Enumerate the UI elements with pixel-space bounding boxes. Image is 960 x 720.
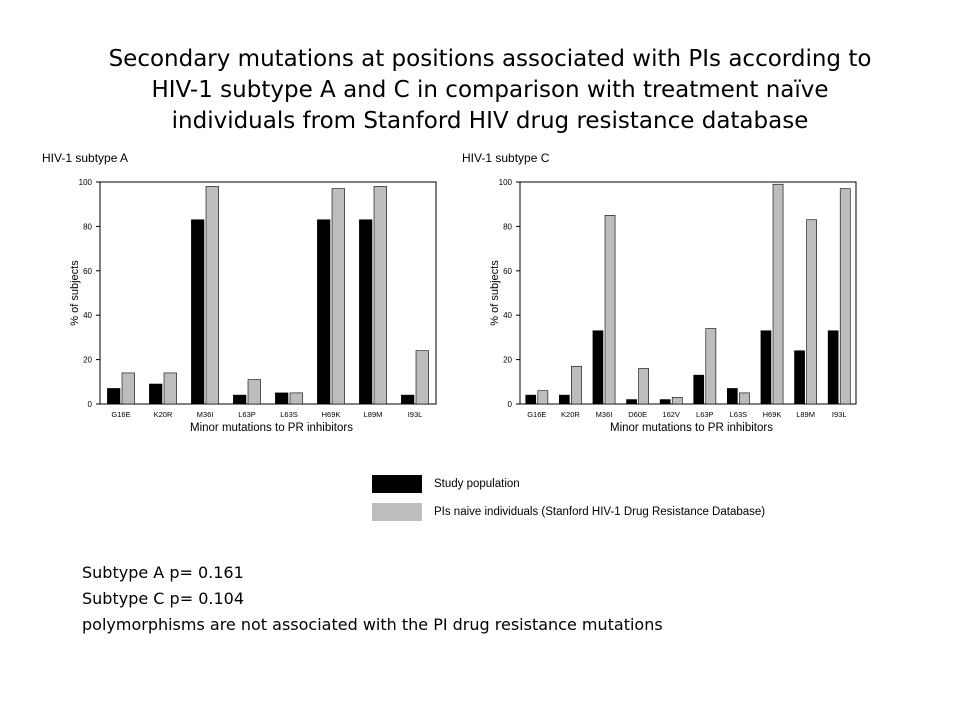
chart-c-bar-study-h69k: [760, 330, 772, 405]
chart-c-xtick-label: D60E: [628, 410, 647, 419]
chart-c-xtick-label: L63S: [730, 410, 748, 419]
chart-a-bar-study-m36i: [191, 219, 205, 405]
chart-a-plot-frame: [99, 181, 437, 405]
note-polymorphisms: polymorphisms are not associated with th…: [82, 615, 663, 634]
chart-c-bar-naive-g16e: [537, 390, 549, 405]
chart-a-xtick-label: L89M: [364, 410, 383, 419]
chart-c-bar-naive-162v: [671, 397, 683, 405]
chart-c-ylabel: % of subjects: [489, 260, 501, 326]
chart-c-xlabel: Minor mutations to PR inhibitors: [610, 422, 773, 434]
chart-a-bar-study-k20r: [149, 383, 163, 405]
chart-c-bar-study-162v: [659, 399, 671, 405]
chart-c-bar-naive-d60e: [638, 368, 649, 405]
chart-a-xtick-label: H69K: [322, 410, 341, 419]
chart-c-bar-naive-l63p: [705, 328, 717, 405]
chart-c-ytick-label: 20: [503, 356, 512, 365]
slide-title: Secondary mutations at positions associa…: [108, 46, 872, 134]
chart-c-xtick-label: K20R: [561, 410, 580, 419]
chart-c-bar-study-g16e: [525, 394, 537, 405]
chart-c-bar-naive-i93l: [839, 188, 851, 405]
chart-a-ytick-label: 40: [83, 311, 92, 320]
chart-c-bar-study-l89m: [794, 350, 805, 405]
chart-a-xtick-label: M36I: [197, 410, 214, 419]
chart-a-bar-naive-m36i: [205, 186, 219, 405]
chart-a-ytick-label: 100: [79, 178, 93, 187]
chart-a-bar-naive-l63p: [247, 379, 261, 405]
chart-a-xtick-label: I93L: [408, 410, 423, 419]
chart-a-bar-naive-g16e: [121, 372, 135, 405]
note-subtype-c: Subtype C p= 0.104: [82, 589, 244, 608]
chart-c-bar-study-i93l: [827, 330, 839, 405]
chart-a-bar-naive-l63s: [289, 392, 303, 405]
chart-c-ytick-label: 60: [503, 267, 512, 276]
chart-a-bar-study-g16e: [107, 388, 121, 405]
legend-swatch-naive: [372, 503, 422, 521]
chart-a-bar-study-l63p: [233, 394, 247, 405]
chart-c-chart-title: HIV-1 subtype C: [462, 151, 550, 165]
chart-c-bar-naive-h69k: [772, 183, 784, 405]
chart-c-bar-naive-k20r: [571, 365, 582, 405]
chart-subtype-a: HIV-1 subtype A 0 20 40 60 80 100 % of subjects…: [40, 148, 460, 452]
chart-a-bar-study-h69k: [317, 219, 331, 405]
chart-a-xtick-label: G16E: [111, 410, 130, 419]
legend-swatch-study: [372, 475, 422, 493]
chart-a-xtick-label: L63P: [238, 410, 256, 419]
chart-a-chart-title: HIV-1 subtype A: [42, 151, 128, 165]
chart-c-bar-study-l63s: [727, 388, 738, 405]
chart-c-xtick-label: G16E: [527, 410, 546, 419]
chart-c-bar-naive-m36i: [604, 215, 616, 405]
chart-a-bar-study-l89m: [359, 219, 373, 405]
legend: Study population PIs naive individuals (…: [372, 470, 765, 526]
chart-c-ytick-label: 80: [503, 222, 512, 231]
chart-a-bar-naive-h69k: [331, 188, 345, 405]
legend-label-naive: PIs naive individuals (Stanford HIV-1 Dr…: [434, 506, 766, 518]
chart-a-bar-study-l63s: [275, 392, 289, 405]
legend-label-study: Study population: [434, 478, 520, 490]
chart-c-bar-study-l63p: [693, 374, 705, 405]
chart-c-ytick-label: 40: [503, 311, 512, 320]
chart-a-bar-naive-i93l: [415, 350, 429, 405]
chart-a-ytick-label: 80: [83, 222, 92, 231]
chart-a-ytick-label: 60: [83, 267, 92, 276]
chart-a-ylabel: % of subjects: [69, 260, 81, 326]
chart-subtype-c: HIV-1 subtype C 0 20 40 60 80 100 % of subjects…: [460, 148, 880, 452]
chart-a-xlabel: Minor mutations to PR inhibitors: [190, 422, 353, 434]
chart-c-bar-naive-l63s: [739, 392, 750, 405]
chart-c-bar-study-m36i: [592, 330, 604, 405]
chart-a-ytick-label: 20: [83, 356, 92, 365]
chart-c-xtick-label: H69K: [763, 410, 782, 419]
notes: Subtype A p= 0.161 Subtype C p= 0.104 po…: [82, 560, 663, 638]
note-subtype-a: Subtype A p= 0.161: [82, 563, 244, 582]
chart-c-bar-study-k20r: [559, 394, 570, 405]
chart-c-ytick-label: 100: [499, 178, 513, 187]
legend-item-naive: PIs naive individuals (Stanford HIV-1 Dr…: [372, 498, 765, 526]
legend-item-study: Study population: [372, 470, 765, 498]
chart-c-xtick-label: M36I: [596, 410, 613, 419]
chart-a-bar-study-i93l: [401, 394, 415, 405]
chart-c-bar-naive-l89m: [806, 219, 817, 405]
chart-a-xtick-label: K20R: [154, 410, 173, 419]
chart-c-bar-study-d60e: [626, 399, 637, 405]
chart-subtype-c-svg: HIV-1 subtype C 0 20 40 60 80 100 % of subjects…: [462, 151, 857, 434]
chart-subtype-a-svg: HIV-1 subtype A 0 20 40 60 80 100 % of subjects…: [42, 151, 437, 434]
chart-a-bar-naive-k20r: [163, 372, 177, 405]
chart-c-xtick-label: L89M: [796, 410, 815, 419]
chart-a-ytick-label: 0: [88, 400, 93, 409]
chart-c-xtick-label: 162V: [662, 410, 680, 419]
chart-c-plot-frame: [519, 181, 857, 405]
chart-a-xtick-label: L63S: [280, 410, 298, 419]
chart-c-xtick-label: I93L: [832, 410, 847, 419]
chart-c-ytick-label: 0: [508, 400, 513, 409]
chart-c-xtick-label: L63P: [696, 410, 714, 419]
chart-a-bar-naive-l89m: [373, 186, 387, 405]
